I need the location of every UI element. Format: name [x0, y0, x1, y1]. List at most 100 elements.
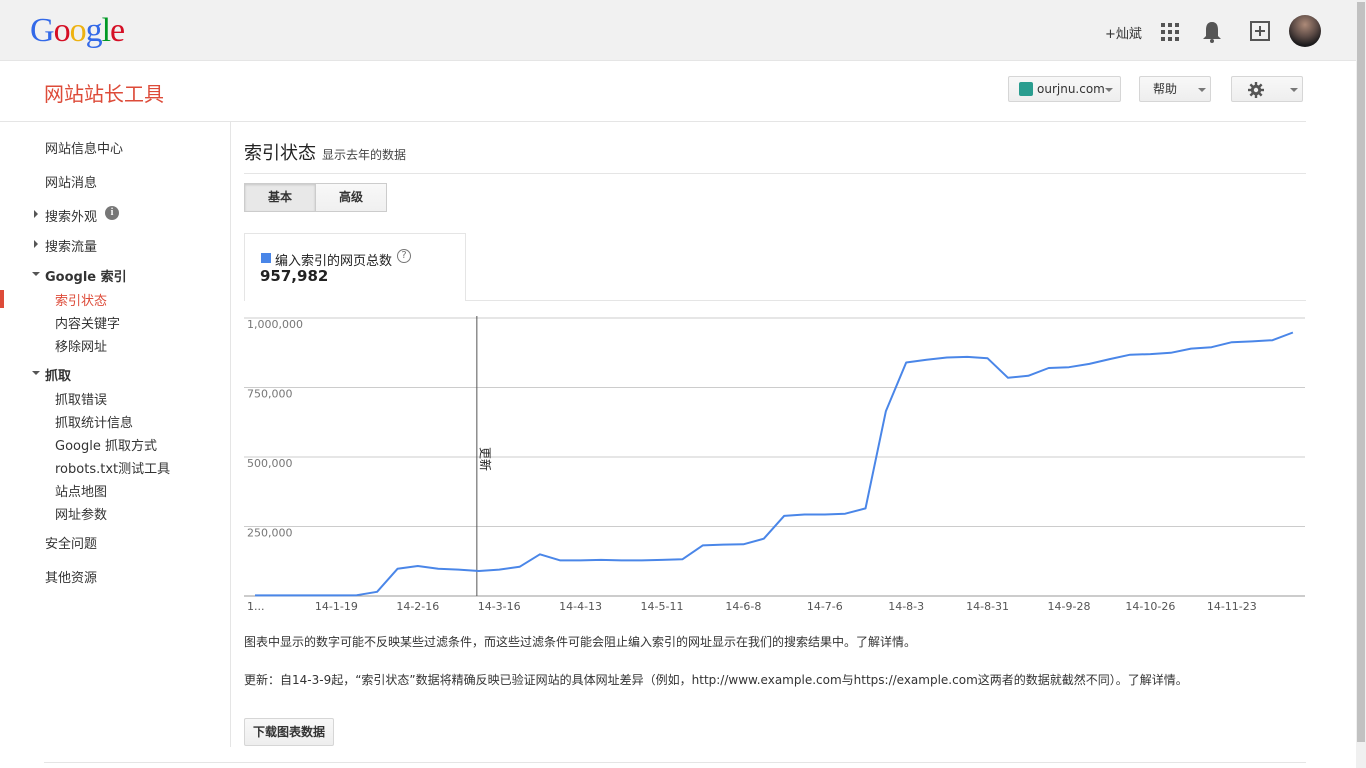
download-chart-data-button[interactable]: 下载图表数据 [244, 718, 334, 746]
data-point[interactable] [1292, 331, 1294, 333]
data-point[interactable] [620, 559, 622, 561]
sidebar-item-crawl[interactable]: 抓取 [45, 369, 72, 384]
collapse-arrow-icon[interactable] [32, 272, 40, 276]
data-point[interactable] [559, 559, 561, 561]
index-status-chart[interactable]: 250,000 500,000 750,000 1,000,000 1... 14-1-1… [244, 312, 1306, 612]
data-point[interactable] [722, 544, 724, 546]
data-point[interactable] [580, 559, 582, 561]
data-point[interactable] [905, 361, 907, 363]
data-point[interactable] [1068, 366, 1070, 368]
info-icon[interactable]: i [105, 206, 119, 220]
x-tick-label: 14-10-26 [1125, 600, 1175, 612]
x-tick-label: 14-8-31 [966, 600, 1009, 612]
data-point[interactable] [478, 570, 480, 572]
product-title[interactable]: 网站站长工具 [44, 82, 164, 106]
data-point[interactable] [803, 514, 805, 516]
annotation-label: 更新 [478, 447, 493, 471]
sidebar-item-search-appearance[interactable]: 搜索外观 [45, 210, 98, 225]
help-icon[interactable]: ? [397, 249, 411, 263]
data-point[interactable] [458, 569, 460, 571]
data-point[interactable] [966, 356, 968, 358]
series-line[interactable] [255, 331, 1294, 597]
sidebar-item-remove-urls[interactable]: 移除网址 [55, 340, 108, 355]
data-point[interactable] [315, 594, 317, 596]
data-point[interactable] [396, 568, 398, 570]
plus-user-link[interactable]: +灿斌 [1105, 27, 1142, 42]
data-point[interactable] [926, 359, 928, 361]
data-point[interactable] [1109, 358, 1111, 360]
data-point[interactable] [702, 544, 704, 546]
sidebar-item-messages[interactable]: 网站消息 [45, 176, 98, 191]
data-point[interactable] [783, 515, 785, 517]
sidebar-divider [230, 121, 231, 747]
data-point[interactable] [254, 594, 256, 596]
data-point[interactable] [498, 569, 500, 571]
data-point[interactable] [742, 543, 744, 545]
expand-arrow-icon[interactable] [34, 210, 38, 218]
data-point[interactable] [1088, 363, 1090, 365]
sidebar-item-security-issues[interactable]: 安全问题 [45, 537, 98, 552]
sidebar-item-other-resources[interactable]: 其他资源 [45, 571, 98, 586]
help-button[interactable]: 帮助 [1139, 76, 1211, 102]
data-point[interactable] [437, 568, 439, 570]
scrollbar[interactable] [1356, 0, 1366, 768]
data-point[interactable] [417, 565, 419, 567]
sidebar-item-dashboard[interactable]: 网站信息中心 [45, 142, 124, 157]
share-icon[interactable] [1250, 21, 1270, 41]
data-point[interactable] [1272, 339, 1274, 341]
data-point[interactable] [824, 514, 826, 516]
data-point[interactable] [641, 559, 643, 561]
data-point[interactable] [295, 594, 297, 596]
data-point[interactable] [1129, 354, 1131, 356]
data-point[interactable] [763, 538, 765, 540]
sidebar-item-fetch-as-google[interactable]: Google 抓取方式 [55, 439, 157, 454]
site-selector-button[interactable]: ourjnu.com [1008, 76, 1121, 102]
data-point[interactable] [1251, 340, 1253, 342]
data-point[interactable] [946, 356, 948, 358]
expand-arrow-icon[interactable] [34, 240, 38, 248]
settings-button[interactable] [1231, 76, 1303, 102]
sidebar-item-crawl-stats[interactable]: 抓取统计信息 [55, 416, 134, 431]
tab-advanced[interactable]: 高级 [315, 183, 387, 212]
avatar[interactable] [1289, 15, 1321, 47]
data-point[interactable] [1190, 348, 1192, 350]
data-point[interactable] [1027, 375, 1029, 377]
data-point[interactable] [274, 594, 276, 596]
collapse-arrow-icon[interactable] [32, 371, 40, 375]
data-point[interactable] [865, 507, 867, 509]
data-point[interactable] [987, 357, 989, 359]
x-tick-label: 14-2-16 [396, 600, 439, 612]
sidebar-item-index-status[interactable]: 索引状态 [55, 294, 108, 309]
data-point[interactable] [1170, 352, 1172, 354]
logo-letter: l [101, 12, 112, 49]
sidebar-item-search-traffic[interactable]: 搜索流量 [45, 240, 98, 255]
google-logo[interactable]: Google [30, 12, 125, 50]
data-point[interactable] [1007, 377, 1009, 379]
sidebar-item-crawl-errors[interactable]: 抓取错误 [55, 393, 108, 408]
update-note: 更新：自14-3-9起，“索引状态”数据将精确反映已验证网站的具体网址差异（例如… [244, 673, 1188, 687]
data-point[interactable] [519, 566, 521, 568]
sidebar-item-url-parameters[interactable]: 网址参数 [55, 508, 108, 523]
apps-icon[interactable] [1161, 23, 1179, 41]
data-point[interactable] [1048, 367, 1050, 369]
sidebar-item-sitemaps[interactable]: 站点地图 [55, 485, 108, 500]
scrollbar-thumb[interactable] [1357, 2, 1365, 742]
data-point[interactable] [600, 559, 602, 561]
data-point[interactable] [1231, 341, 1233, 343]
data-point[interactable] [885, 410, 887, 412]
data-point[interactable] [1149, 353, 1151, 355]
data-point[interactable] [376, 591, 378, 593]
sidebar-item-robots-tester[interactable]: robots.txt测试工具 [55, 462, 171, 477]
data-point[interactable] [356, 594, 358, 596]
bell-icon[interactable] [1202, 21, 1222, 43]
data-point[interactable] [335, 594, 337, 596]
tab-basic[interactable]: 基本 [244, 183, 316, 212]
sidebar-item-content-keywords[interactable]: 内容关键字 [55, 317, 121, 332]
data-point[interactable] [661, 559, 663, 561]
data-point[interactable] [681, 558, 683, 560]
data-point[interactable] [844, 513, 846, 515]
data-point[interactable] [1210, 346, 1212, 348]
data-point[interactable] [539, 553, 541, 555]
sidebar-item-google-index[interactable]: Google 索引 [45, 270, 127, 285]
legend-swatch [261, 253, 271, 263]
